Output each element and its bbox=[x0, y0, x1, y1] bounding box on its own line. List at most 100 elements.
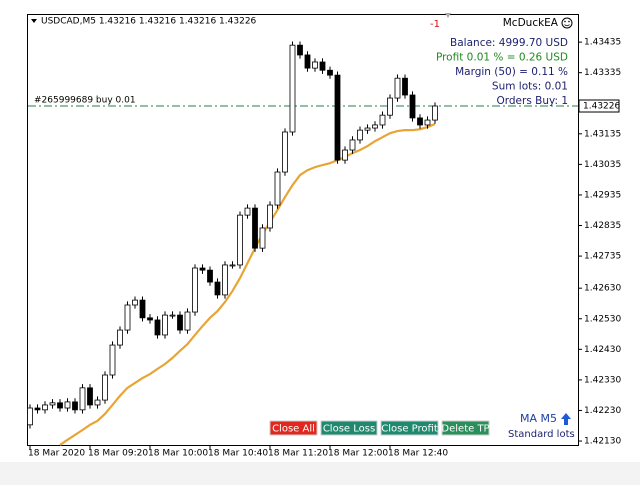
candle-body bbox=[184, 311, 191, 331]
candle-body bbox=[42, 404, 48, 411]
candle-body bbox=[282, 131, 288, 173]
expert-name: McDuckEA bbox=[503, 17, 559, 29]
button-label[interactable]: Delete TP bbox=[441, 424, 489, 435]
x-tick-label: 18 Mar 09:20 bbox=[88, 449, 148, 459]
button[interactable]: Close Profit bbox=[380, 420, 439, 436]
candle-body bbox=[237, 214, 243, 266]
candle-body bbox=[402, 77, 408, 96]
candle-body bbox=[222, 264, 228, 296]
y-tick-label: 1.42735 bbox=[584, 252, 621, 262]
y-tick-label: 1.42130 bbox=[584, 437, 621, 447]
candle-body bbox=[57, 402, 63, 409]
candle-body bbox=[229, 264, 236, 267]
candle-body bbox=[72, 401, 78, 411]
chart-title: USDCAD,M5 1.43216 1.43216 1.43216 1.4322… bbox=[41, 17, 257, 27]
candle-body bbox=[147, 317, 153, 321]
candle-body bbox=[304, 54, 311, 69]
candle-body bbox=[27, 407, 33, 426]
shift-marker bbox=[445, 13, 451, 18]
candle-body bbox=[289, 44, 296, 133]
candle-body bbox=[169, 314, 176, 317]
info-line: Balance: 4999.70 USD bbox=[450, 37, 568, 49]
candle-body bbox=[244, 207, 251, 216]
y-tick-label: 1.42835 bbox=[584, 221, 621, 231]
button[interactable]: Close All bbox=[269, 420, 318, 436]
button-bg[interactable] bbox=[380, 420, 439, 436]
candle-body bbox=[207, 269, 213, 283]
candle-body bbox=[342, 149, 348, 161]
ma-line bbox=[59, 123, 436, 446]
candle-body bbox=[87, 387, 93, 406]
x-tick-label: 18 Mar 12:40 bbox=[388, 449, 448, 459]
candle-body bbox=[417, 117, 423, 126]
y-tick-label: 1.42935 bbox=[584, 190, 621, 200]
counter: -1 bbox=[430, 19, 440, 30]
x-tick-label: 18 Mar 12:00 bbox=[328, 449, 388, 459]
status-bar bbox=[0, 462, 640, 485]
x-tick-label: 18 Mar 10:00 bbox=[148, 449, 208, 459]
current-price: 1.43226 bbox=[583, 102, 620, 112]
button-bg[interactable] bbox=[320, 420, 378, 436]
candle-body bbox=[177, 314, 183, 331]
smiley bbox=[561, 17, 573, 29]
y-tick-label: 1.42530 bbox=[584, 314, 621, 324]
candle-body bbox=[349, 139, 356, 151]
candle-body bbox=[109, 344, 116, 376]
candle-body bbox=[162, 314, 168, 336]
candle-body bbox=[252, 207, 258, 249]
ma-label: MA M5 bbox=[520, 412, 557, 425]
y-tick-label: 1.42230 bbox=[584, 406, 621, 416]
candle-body bbox=[124, 304, 131, 331]
candle-body bbox=[102, 374, 108, 401]
y-tick-label: 1.43435 bbox=[584, 38, 621, 48]
candle-body bbox=[327, 69, 333, 76]
candle-body bbox=[334, 74, 341, 161]
button-bg[interactable] bbox=[269, 420, 318, 436]
button-label[interactable]: Close Profit bbox=[381, 424, 438, 435]
candle-body bbox=[94, 399, 101, 406]
y-tick-label: 1.43335 bbox=[584, 68, 621, 78]
x-tick-label: 18 Mar 10:40 bbox=[208, 449, 268, 459]
candle-body bbox=[132, 299, 138, 306]
x-tick-label: 18 Mar 11:20 bbox=[268, 449, 328, 459]
info-line: Profit 0.01 % = 0.26 USD bbox=[436, 52, 568, 64]
candle-body bbox=[79, 387, 86, 411]
candle-body bbox=[267, 204, 273, 229]
candle-body bbox=[364, 127, 371, 131]
y-tick-label: 1.42630 bbox=[584, 284, 621, 294]
candle-body bbox=[192, 267, 198, 313]
x-tick-label: 18 Mar 2020 bbox=[28, 449, 85, 459]
info-line: Margin (50) = 0.11 % bbox=[455, 66, 568, 78]
plot-frame bbox=[27, 14, 579, 446]
candle-body bbox=[64, 401, 71, 409]
button[interactable]: Close Loss bbox=[320, 420, 378, 436]
lots-label: Standard lots bbox=[508, 429, 575, 440]
candle-body bbox=[259, 227, 266, 249]
candle-body bbox=[214, 281, 221, 296]
info-line: Sum lots: 0.01 bbox=[492, 81, 568, 93]
y-tick-label: 1.42430 bbox=[584, 345, 621, 355]
candle-body bbox=[432, 105, 438, 121]
candle-body bbox=[274, 171, 281, 206]
y-tick-label: 1.43135 bbox=[584, 129, 621, 139]
button-bg[interactable] bbox=[441, 420, 490, 436]
candle-body bbox=[394, 77, 401, 99]
smiley-eye bbox=[568, 20, 570, 23]
price-tag bbox=[578, 99, 620, 113]
candle-body bbox=[139, 299, 146, 319]
candle-body bbox=[297, 44, 303, 56]
candle-body bbox=[357, 129, 363, 141]
button-label[interactable]: Close All bbox=[272, 424, 315, 435]
button[interactable]: Delete TP bbox=[441, 420, 490, 436]
candle-body bbox=[379, 114, 386, 126]
candle-body bbox=[34, 407, 41, 411]
candle-body bbox=[199, 267, 206, 271]
button-label[interactable]: Close Loss bbox=[323, 424, 375, 435]
y-tick-label: 1.43035 bbox=[584, 160, 621, 170]
menu-arrow[interactable] bbox=[31, 19, 37, 23]
candle-body bbox=[154, 319, 161, 336]
candle-body bbox=[409, 94, 416, 119]
